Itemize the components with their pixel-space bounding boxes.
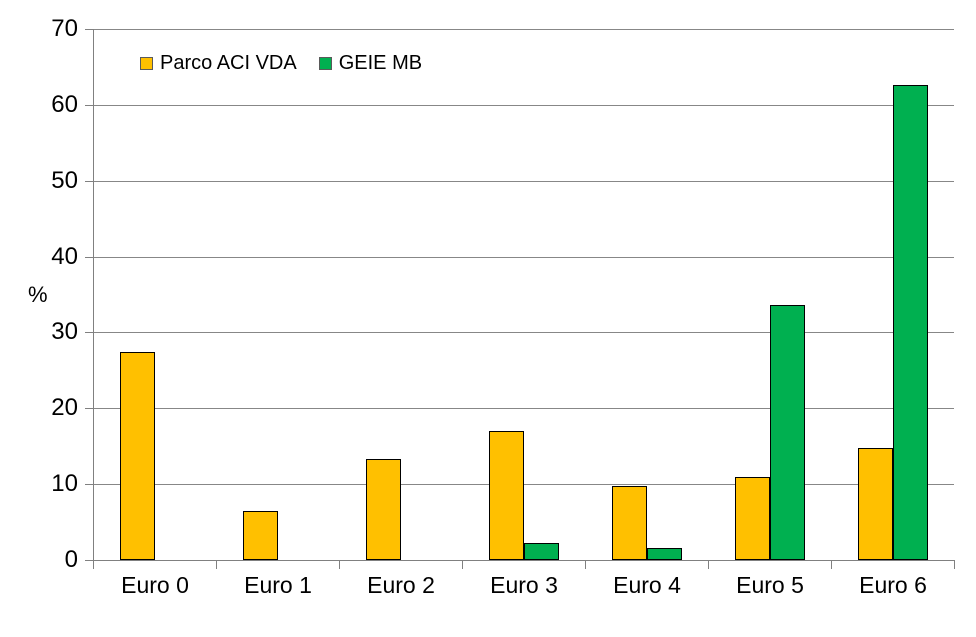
x-tick-5 [708, 561, 709, 569]
gridline-60 [93, 105, 954, 106]
bar-geie-mb-euro-5 [770, 305, 805, 560]
y-tick-70 [85, 29, 93, 30]
gridline-30 [93, 332, 954, 333]
legend-swatch-parco-aci-vda [140, 56, 153, 70]
y-axis-line [93, 29, 94, 561]
bar-geie-mb-euro-6 [893, 85, 928, 560]
x-tick-label-euro-3: Euro 3 [490, 572, 558, 598]
gridline-50 [93, 181, 954, 182]
bar-parco-aci-vda-euro-0 [120, 352, 155, 560]
y-tick-label-20: 20 [51, 394, 78, 421]
x-tick-label-euro-4: Euro 4 [613, 572, 681, 598]
legend-item-geie-mb: GEIE MB [318, 51, 423, 75]
x-tick-1 [216, 561, 217, 569]
y-tick-label-40: 40 [51, 243, 78, 270]
bar-geie-mb-euro-4 [647, 548, 682, 560]
x-tick-label-euro-5: Euro 5 [736, 572, 804, 598]
legend-item-parco-aci-vda: Parco ACI VDA [140, 51, 297, 75]
x-tick-6 [831, 561, 832, 569]
legend-swatch-geie-mb [318, 56, 332, 70]
x-tick-0 [93, 561, 94, 569]
x-tick-label-euro-6: Euro 6 [859, 572, 927, 598]
y-tick-50 [85, 181, 93, 182]
y-tick-label-0: 0 [64, 546, 78, 573]
bar-parco-aci-vda-euro-3 [489, 431, 524, 560]
x-tick-label-euro-0: Euro 0 [121, 572, 189, 598]
x-tick-4 [585, 561, 586, 569]
gridline-40 [93, 257, 954, 258]
bar-parco-aci-vda-euro-6 [858, 448, 893, 560]
bar-parco-aci-vda-euro-2 [366, 459, 401, 560]
x-axis-line [93, 560, 955, 561]
y-tick-label-10: 10 [51, 470, 78, 497]
x-tick-3 [462, 561, 463, 569]
bar-geie-mb-euro-3 [524, 543, 559, 560]
y-tick-label-50: 50 [51, 167, 78, 194]
bar-parco-aci-vda-euro-1 [243, 511, 278, 560]
legend-label-geie-mb: GEIE MB [338, 52, 423, 74]
bar-parco-aci-vda-euro-4 [612, 486, 647, 560]
y-tick-label-30: 30 [51, 318, 78, 345]
legend-label-parco-aci-vda: Parco ACI VDA [160, 52, 297, 74]
x-tick-label-euro-2: Euro 2 [367, 572, 435, 598]
bar-parco-aci-vda-euro-5 [735, 477, 770, 560]
gridline-70 [93, 29, 954, 30]
chart-legend: Parco ACI VDA GEIE MB [140, 51, 422, 75]
y-tick-label-70: 70 [51, 15, 78, 42]
y-tick-40 [85, 257, 93, 258]
x-tick-label-euro-1: Euro 1 [244, 572, 312, 598]
x-tick-7 [954, 561, 955, 569]
y-tick-label-60: 60 [51, 91, 78, 118]
y-tick-0 [85, 560, 93, 561]
y-tick-30 [85, 332, 93, 333]
gridline-20 [93, 408, 954, 409]
y-tick-10 [85, 484, 93, 485]
y-tick-20 [85, 408, 93, 409]
x-tick-2 [339, 561, 340, 569]
y-axis-title: % [28, 282, 48, 307]
y-tick-60 [85, 105, 93, 106]
